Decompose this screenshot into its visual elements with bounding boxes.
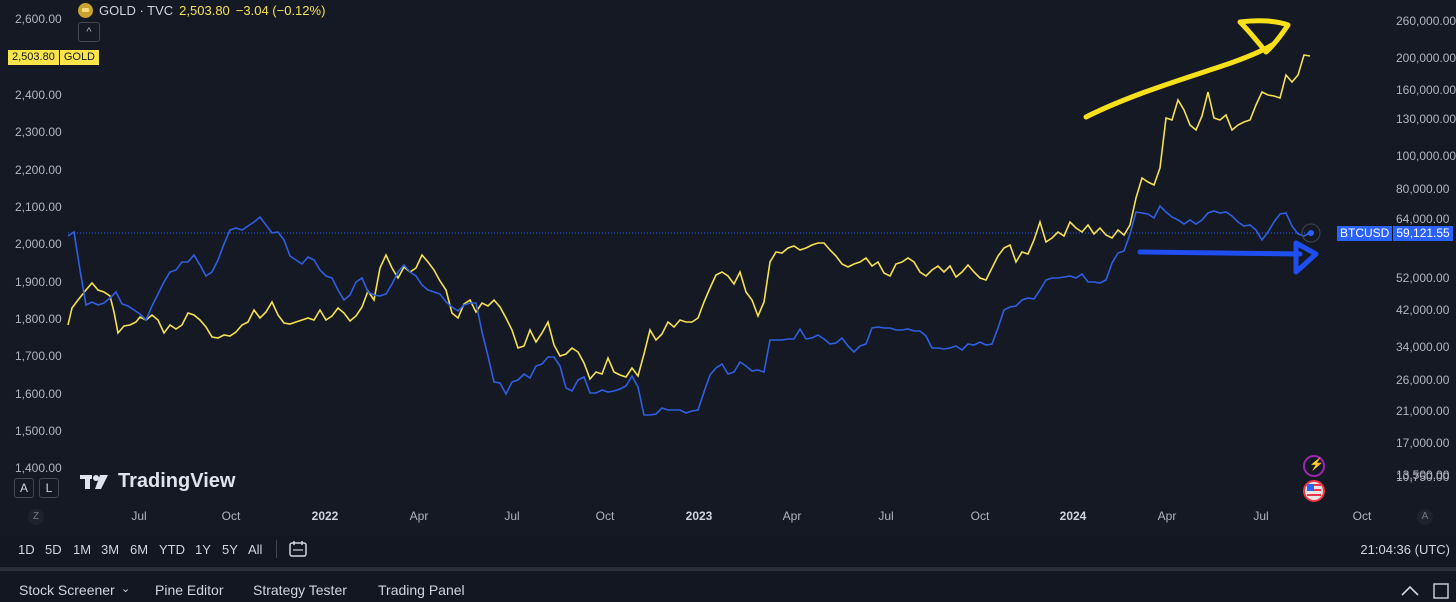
tab-stock-screener[interactable]: Stock Screener xyxy=(19,582,115,598)
right-axis-label: 130,000.00 xyxy=(1396,112,1456,126)
btc-tag-symbol: BTCUSD xyxy=(1337,226,1394,241)
bottom-toolbar xyxy=(0,535,1456,565)
right-axis-label: 21,000.00 xyxy=(1396,404,1450,418)
gold-tag-price: 2,503.80 xyxy=(8,50,60,65)
left-axis-label: 2,300.00 xyxy=(15,125,62,139)
btc-series-line xyxy=(67,204,1311,416)
logo-text: TradingView xyxy=(118,470,236,492)
time-axis-label: 2023 xyxy=(685,509,713,523)
date-range-icon[interactable] xyxy=(288,540,308,558)
chevron-up-icon: ^ xyxy=(86,26,92,38)
time-axis-label: Oct xyxy=(221,509,241,523)
legend-change: −3.04 (−0.12%) xyxy=(235,3,326,18)
left-axis-label: 2,200.00 xyxy=(15,163,62,177)
time-axis-label: Jul xyxy=(1253,509,1269,523)
tab-strategy-tester[interactable]: Strategy Tester xyxy=(253,582,347,598)
left-axis-label: 2,100.00 xyxy=(15,200,62,214)
panel-separator[interactable] xyxy=(0,567,1456,571)
gold-series-line xyxy=(67,54,1311,381)
time-axis-label: Apr xyxy=(1157,509,1177,523)
zoom-left-button[interactable]: Z xyxy=(28,509,44,525)
left-axis-label: 1,400.00 xyxy=(15,461,62,475)
range-1m-button[interactable]: 1M xyxy=(73,542,92,557)
time-axis-label: Jul xyxy=(504,509,520,523)
time-axis-label: Jul xyxy=(878,509,894,523)
right-axis-label: 42,000.00 xyxy=(1396,303,1450,317)
legend-symbol[interactable]: GOLD · TVC xyxy=(99,3,174,18)
time-axis-label: Jul xyxy=(131,509,147,523)
right-axis-label: 200,000.00 xyxy=(1396,51,1456,65)
zoom-right-button[interactable]: A xyxy=(1417,509,1433,525)
btc-last-point xyxy=(1308,230,1314,236)
tab-pine-editor[interactable]: Pine Editor xyxy=(155,582,224,598)
symbol-legend[interactable]: GOLD · TVC 2,503.80 −3.04 (−0.12%) xyxy=(78,3,325,18)
tradingview-logo-icon xyxy=(80,474,108,489)
auto-scale-button[interactable]: A xyxy=(14,478,34,498)
range-5y-button[interactable]: 5Y xyxy=(222,542,238,557)
right-axis-label: 13,500.00 xyxy=(1396,468,1450,482)
left-axis-label: 1,600.00 xyxy=(15,387,62,401)
range-1d-button[interactable]: 1D xyxy=(18,542,35,557)
time-axis-label: Oct xyxy=(1352,509,1372,523)
range-all-button[interactable]: All xyxy=(248,542,263,557)
right-axis-label: 64,000.00 xyxy=(1396,212,1450,226)
left-axis-label: 2,000.00 xyxy=(15,237,62,251)
us-flag-icon[interactable] xyxy=(1303,480,1325,502)
right-axis-label: 160,000.00 xyxy=(1396,83,1456,97)
range-1y-button[interactable]: 1Y xyxy=(195,542,211,557)
chevron-up-icon[interactable] xyxy=(1400,585,1420,597)
time-axis-label: Apr xyxy=(409,509,429,523)
utc-clock[interactable]: 21:04:36 (UTC) xyxy=(1360,542,1450,557)
range-ytd-button[interactable]: YTD xyxy=(159,542,185,557)
chart-area[interactable] xyxy=(0,0,1456,535)
tab-trading-panel[interactable]: Trading Panel xyxy=(378,582,465,598)
left-axis-label: 2,400.00 xyxy=(15,88,62,102)
legend-price: 2,503.80 xyxy=(179,3,230,18)
range-6m-button[interactable]: 6M xyxy=(130,542,149,557)
yellow-annotation-arrow xyxy=(1083,42,1275,120)
left-axis-label: 2,600.00 xyxy=(15,12,62,26)
left-axis-label: 1,800.00 xyxy=(15,312,62,326)
blue-annotation-arrowhead xyxy=(1293,240,1319,275)
btc-last-point-ring xyxy=(1301,223,1321,243)
gold-price-tag: 2,503.80 GOLD xyxy=(8,50,100,65)
right-axis-label: 100,000.00 xyxy=(1396,149,1456,163)
right-axis-label: 34,000.00 xyxy=(1396,340,1450,354)
chart-svg[interactable] xyxy=(0,0,1456,535)
gold-tag-symbol: GOLD xyxy=(59,50,100,65)
range-5d-button[interactable]: 5D xyxy=(45,542,62,557)
right-axis-label: 80,000.00 xyxy=(1396,182,1450,196)
time-axis-label: 2022 xyxy=(311,509,339,523)
left-axis-label: 1,700.00 xyxy=(15,349,62,363)
btc-price-tag: BTCUSD 59,121.55 xyxy=(1337,226,1453,241)
time-axis-label: 2024 xyxy=(1059,509,1087,523)
bottom-panel-bar xyxy=(0,571,1456,602)
right-axis-label: 10,750.00 xyxy=(1396,470,1450,484)
blue-annotation-arrow xyxy=(1137,249,1303,257)
toolbar-divider xyxy=(276,540,277,558)
right-axis-label: 52,000.00 xyxy=(1396,271,1450,285)
gold-symbol-icon xyxy=(78,3,93,18)
chevron-down-icon[interactable]: ⌄ xyxy=(121,583,131,595)
time-axis-label: Apr xyxy=(782,509,802,523)
left-axis-label: 1,500.00 xyxy=(15,424,62,438)
right-axis-label: 260,000.00 xyxy=(1396,14,1456,28)
btc-tag-price: 59,121.55 xyxy=(1393,226,1453,241)
lightning-icon[interactable]: ⚡ xyxy=(1303,455,1325,477)
time-axis-label: Oct xyxy=(595,509,615,523)
log-scale-button[interactable]: L xyxy=(39,478,59,498)
yellow-annotation-arrowhead xyxy=(1237,18,1291,55)
right-axis-label: 26,000.00 xyxy=(1396,373,1450,387)
collapse-legend-button[interactable]: ^ xyxy=(78,22,100,42)
range-3m-button[interactable]: 3M xyxy=(101,542,120,557)
maximize-icon[interactable] xyxy=(1432,582,1450,600)
time-axis-label: Oct xyxy=(970,509,990,523)
tradingview-logo[interactable]: TradingView xyxy=(80,470,235,493)
left-axis-label: 1,900.00 xyxy=(15,275,62,289)
right-axis-label: 17,000.00 xyxy=(1396,436,1450,450)
